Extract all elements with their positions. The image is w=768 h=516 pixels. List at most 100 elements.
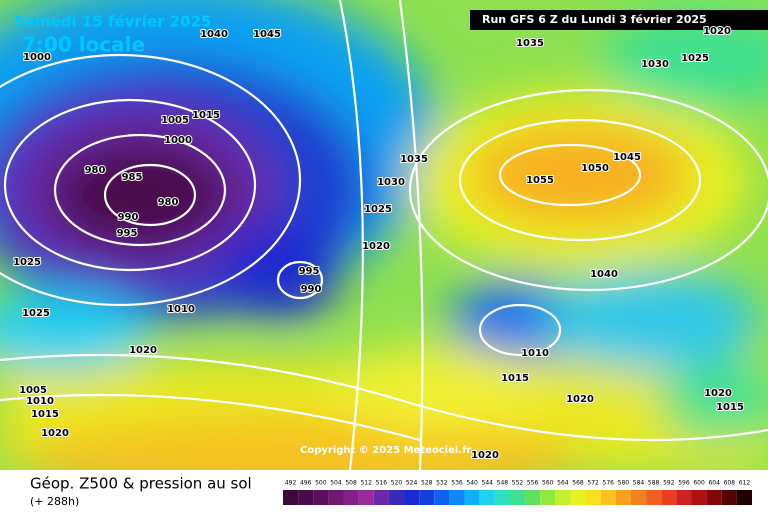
legend-cell [691, 490, 707, 505]
isobar-label: 1040 [590, 269, 618, 280]
legend-cell [313, 490, 329, 505]
legend-label: 580 [618, 480, 630, 487]
legend-label: 588 [648, 480, 660, 487]
legend-cell [600, 490, 616, 505]
legend-label: 548 [497, 480, 509, 487]
legend-label: 576 [603, 480, 615, 487]
legend-label: 568 [572, 480, 584, 487]
forecast-time: 7:00 locale [22, 33, 145, 57]
legend-label: 604 [708, 480, 720, 487]
legend-label: 512 [360, 480, 372, 487]
legend-label: 544 [482, 480, 494, 487]
legend-label: 584 [633, 480, 645, 487]
run-info: Run GFS 6 Z du Lundi 3 février 2025 [482, 13, 707, 26]
run-box [470, 10, 768, 30]
isobar-label: 990 [118, 212, 139, 223]
isobar-label: 1000 [164, 135, 192, 146]
legend-cell [434, 490, 450, 505]
isobar-label: 1030 [641, 59, 669, 70]
legend-cell [555, 490, 571, 505]
isobar-label: 1015 [31, 409, 59, 420]
footer-lead: (+ 288h) [30, 495, 79, 508]
legend-label: 608 [724, 480, 736, 487]
legend-cell [494, 490, 510, 505]
isobar-lines [0, 0, 768, 470]
isobar-label: 1015 [716, 402, 744, 413]
isobar-label: 1035 [400, 154, 428, 165]
legend-cell [419, 490, 435, 505]
legend-cell [525, 490, 541, 505]
legend-label: 532 [436, 480, 448, 487]
isobar-label: 990 [301, 284, 322, 295]
legend-cell [358, 490, 374, 505]
legend-cell [736, 490, 752, 505]
isobar-label: 980 [158, 197, 179, 208]
legend-cell [328, 490, 344, 505]
isobar-label: 1020 [129, 345, 157, 356]
legend-cell [630, 490, 647, 505]
isobar-label: 980 [85, 165, 106, 176]
isobar-label: 1025 [22, 308, 50, 319]
isobar-label: 1025 [681, 53, 709, 64]
legend-label: 528 [421, 480, 433, 487]
copyright: Copyright © 2025 Meteociel.fr [300, 445, 471, 456]
legend-cell [585, 490, 601, 505]
footer-title: Géop. Z500 & pression au sol [30, 475, 252, 493]
isobar-label: 1020 [704, 388, 732, 399]
isobar-label: 1025 [364, 204, 392, 215]
legend-label: 596 [678, 480, 690, 487]
legend-label: 600 [693, 480, 705, 487]
isobar-label: 1030 [377, 177, 405, 188]
isobar-label: 1045 [253, 29, 281, 40]
legend-label: 572 [587, 480, 599, 487]
legend-label: 592 [663, 480, 675, 487]
isobar-label: 1020 [566, 394, 594, 405]
legend-label: 564 [557, 480, 569, 487]
legend-label: 520 [391, 480, 403, 487]
color-legend: 492 496 500 504 508 512 516 520 524 528 532 536 540 5… [283, 480, 752, 505]
isobar-label: 1040 [200, 29, 228, 40]
legend-cell [676, 490, 692, 505]
legend-cell [464, 490, 480, 505]
isobar-label: 1000 [23, 52, 51, 63]
legend-label: 492 [285, 480, 297, 487]
isobar-label: 1045 [613, 152, 641, 163]
legend-cell [449, 490, 465, 505]
isobar-label: 1055 [526, 175, 554, 186]
legend-cell [509, 490, 526, 505]
legend-cell [283, 490, 299, 505]
legend-label: 612 [739, 480, 751, 487]
isobar-label: 1015 [501, 373, 529, 384]
isobar-label: 1035 [516, 38, 544, 49]
isobar-label: 995 [299, 266, 320, 277]
legend-cell [404, 490, 420, 505]
legend-cell [373, 490, 389, 505]
legend-cell [706, 490, 722, 505]
isobar-label: 1010 [26, 396, 54, 407]
legend-label: 500 [315, 480, 327, 487]
legend-label: 524 [406, 480, 418, 487]
legend-label: 496 [300, 480, 312, 487]
isobar-label: 1050 [581, 163, 609, 174]
legend-label: 504 [330, 480, 342, 487]
isobar-label: 1010 [521, 348, 549, 359]
legend-cell [721, 490, 737, 505]
isobar-label: 1020 [41, 428, 69, 439]
isobar-label: 1005 [19, 385, 47, 396]
map-field [0, 0, 768, 470]
legend-cell [646, 490, 662, 505]
isobar-label: 995 [117, 228, 138, 239]
legend-label: 560 [542, 480, 554, 487]
legend-label: 552 [512, 480, 524, 487]
legend-cell [343, 490, 359, 505]
legend-label: 556 [527, 480, 539, 487]
legend-label: 540 [466, 480, 478, 487]
legend-cell [661, 490, 677, 505]
isobar-label: 1020 [362, 241, 390, 252]
isobar-label: 1025 [13, 257, 41, 268]
isobar-label: 985 [122, 172, 143, 183]
legend-cell [615, 490, 631, 505]
legend-label: 516 [376, 480, 388, 487]
forecast-date: Samedi 15 février 2025 [14, 13, 211, 31]
